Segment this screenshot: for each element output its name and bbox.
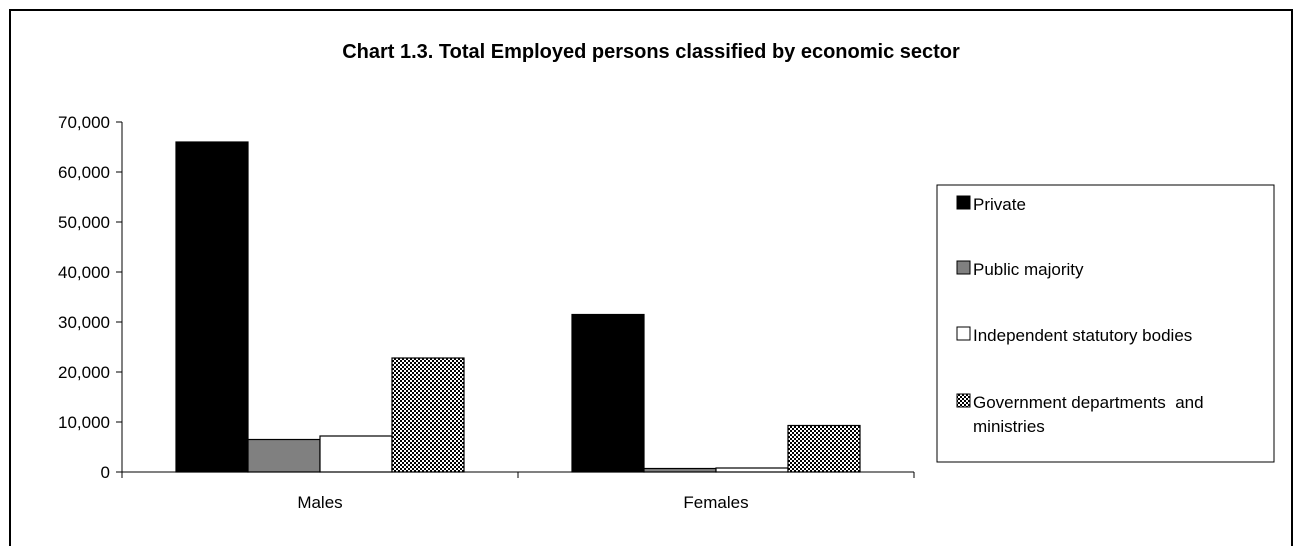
- x-tick-label: Males: [297, 493, 342, 512]
- y-axis: 0 10,000 20,000 30,000 40,000 50,000 60,000 70,…: [58, 113, 123, 482]
- bar-males-series-3: [319, 435, 393, 473]
- bar-females-series-4: [787, 424, 861, 473]
- y-tick-label: 30,000: [58, 313, 110, 332]
- bar-males-series-2: [247, 438, 321, 473]
- legend: Private Public majority Independent statut…: [936, 184, 1275, 463]
- legend-label: Independent statutory bodies: [973, 326, 1192, 345]
- legend-label: ministries: [973, 417, 1045, 436]
- y-tick-label: 40,000: [58, 263, 110, 282]
- x-tick-label: Females: [683, 493, 748, 512]
- chart-frame: [9, 9, 1293, 546]
- legend-swatch: [956, 195, 971, 210]
- legend-label: Public majority: [973, 260, 1084, 279]
- chart-title: Chart 1.3. Total Employed persons classi…: [342, 41, 960, 63]
- y-tick-label: 0: [101, 463, 110, 482]
- bar-females-series-1: [571, 313, 645, 473]
- bar-females-series-3: [715, 467, 789, 473]
- x-axis: Males Females: [121, 471, 915, 512]
- y-tick-label: 60,000: [58, 163, 110, 182]
- legend-swatch: [956, 326, 971, 341]
- legend-label: Private: [973, 195, 1026, 214]
- legend-box: [936, 184, 1275, 463]
- bar-males-series-1: [175, 141, 249, 473]
- bar-females-series-2: [643, 467, 717, 473]
- y-tick-label: 50,000: [58, 213, 110, 232]
- bars: [175, 141, 861, 473]
- legend-swatch: [956, 260, 971, 275]
- bar-males-series-4: [391, 357, 465, 473]
- y-tick-label: 20,000: [58, 363, 110, 382]
- legend-label: Government departments and: [973, 393, 1204, 412]
- legend-swatch: [956, 393, 971, 408]
- y-tick-label: 10,000: [58, 413, 110, 432]
- y-tick-label: 70,000: [58, 113, 110, 132]
